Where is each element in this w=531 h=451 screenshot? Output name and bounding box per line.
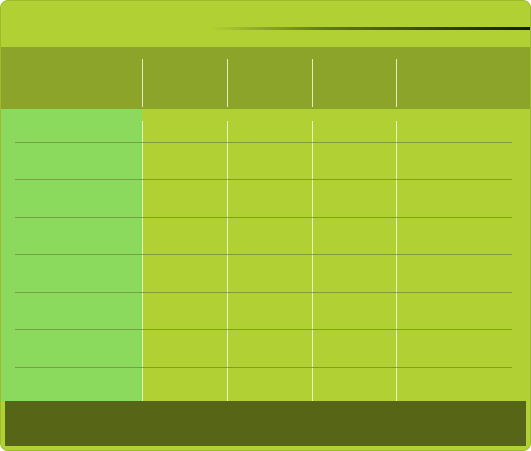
- column-divider: [312, 121, 313, 401]
- row-separator: [15, 329, 512, 330]
- row-separator: [15, 217, 512, 218]
- column-divider: [396, 121, 397, 401]
- column-divider: [142, 59, 143, 107]
- column-divider: [312, 59, 313, 107]
- column-divider: [227, 121, 228, 401]
- column-divider: [396, 59, 397, 107]
- row-separator: [15, 367, 512, 368]
- row-separator: [15, 254, 512, 255]
- title-rule-divider: [211, 27, 530, 30]
- row-separator: [15, 179, 512, 180]
- row-separator: [15, 142, 512, 143]
- row-header-column: [1, 109, 142, 401]
- table-footer: [5, 401, 526, 446]
- table-header-row: [1, 47, 530, 109]
- column-divider: [142, 121, 143, 401]
- column-divider: [227, 59, 228, 107]
- row-separator: [15, 292, 512, 293]
